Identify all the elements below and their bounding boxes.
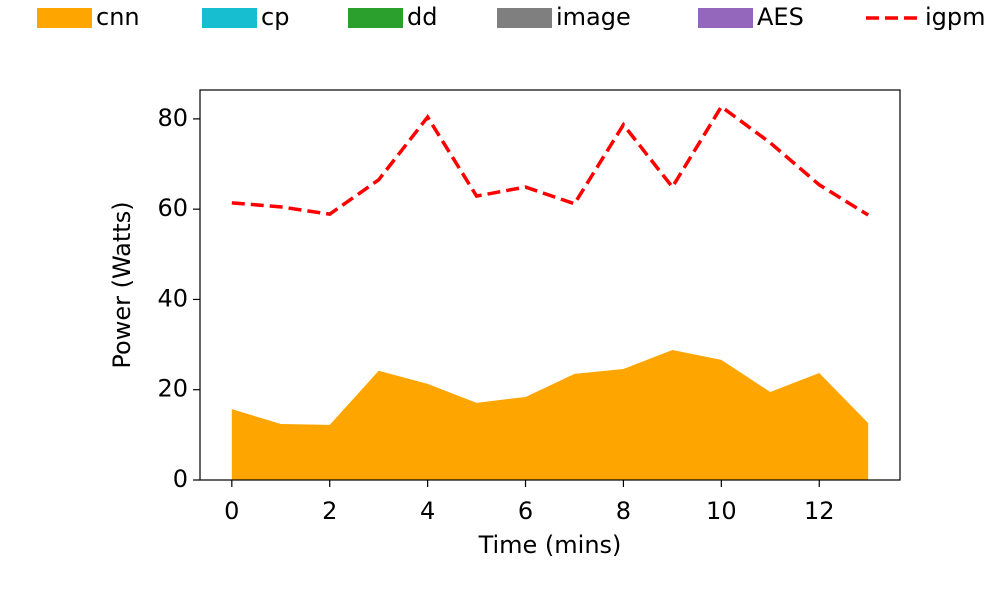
legend-swatch [37,8,92,28]
line [231,104,870,217]
x-tick-label: 6 [518,497,533,525]
legend-label: dd [407,3,437,31]
y-tick-label: 20 [157,375,188,403]
x-tick-label: 8 [616,497,631,525]
x-tick-label: 4 [420,497,435,525]
legend-swatch [202,8,257,28]
legend-swatch [348,8,403,28]
plot-frame [199,89,901,481]
x-tick-label: 0 [224,497,239,525]
legend-label: cp [261,3,289,31]
legend-swatch [698,8,753,28]
y-tick-label: 80 [157,104,188,132]
x-axis-label: Time (mins) [478,531,622,559]
y-tick-label: 0 [173,465,188,493]
x-tick-label: 10 [706,497,737,525]
area [231,350,869,480]
x-tick-label: 12 [804,497,835,525]
legend-label: cnn [96,3,140,31]
legend-label: igpm [925,3,986,31]
legend-label: AES [757,3,804,31]
x-tick-label: 2 [322,497,337,525]
y-tick-label: 60 [157,194,188,222]
y-tick-label: 40 [157,284,188,312]
y-axis-label: Power (Watts) [108,201,136,368]
legend-label: image [556,3,631,31]
legend-swatch [497,8,552,28]
